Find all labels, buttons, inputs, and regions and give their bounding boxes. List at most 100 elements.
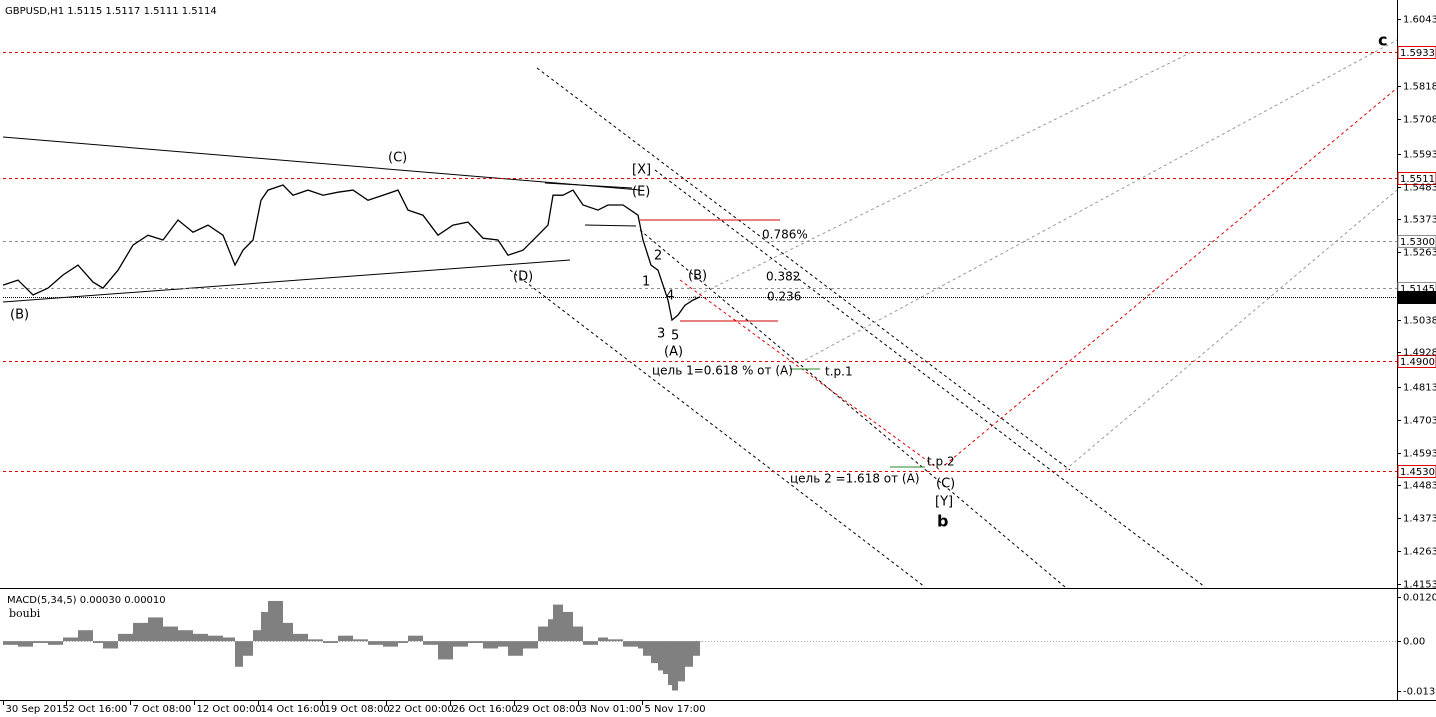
x-tick-label: 14 Oct 16:00 (261, 704, 326, 715)
level-label-box (1397, 465, 1436, 478)
x-tick-label: 3 Nov 01:00 (581, 704, 642, 715)
macd-bar (553, 604, 563, 642)
channel-line (654, 169, 1206, 588)
macd-bar (293, 633, 308, 642)
channel-line (804, 39, 1398, 361)
macd-bar (223, 637, 235, 642)
annotation: (C) (388, 151, 407, 166)
macd-bar (583, 641, 598, 645)
price-line (2, 184, 701, 322)
macd-bar (33, 641, 48, 643)
annotation: t.p.1 (825, 365, 853, 379)
channel-line (1064, 189, 1398, 471)
y-tick-label: 1.4373 (1403, 514, 1436, 525)
annotation: (A) (664, 345, 683, 360)
x-tick-label: 22 Oct 00:00 (389, 704, 454, 715)
macd-bar (538, 626, 548, 642)
y-tick-label: 0.01204 (1403, 593, 1436, 604)
annotation: 0.236 (767, 290, 801, 304)
y-tick-label: 1.4263 (1403, 547, 1436, 558)
macd-bar (453, 641, 468, 647)
macd-bar (638, 641, 643, 649)
annotation: 1 (642, 275, 650, 290)
macd-bar (283, 622, 293, 642)
macd-bar (623, 641, 638, 647)
annotation: [Y] (935, 495, 953, 510)
macd-bar (18, 641, 33, 647)
macd-bar (508, 641, 523, 656)
level-label: 1.5145 (1400, 284, 1435, 295)
annotation: (B) (688, 269, 707, 284)
macd-bar (668, 641, 672, 686)
macd-bar (423, 641, 438, 645)
macd-bar (693, 641, 700, 656)
annotation: 0.382 (766, 270, 800, 284)
y-tick-label: 1.4153 (1403, 580, 1436, 591)
y-tick-label: 0.00 (1403, 637, 1425, 648)
chart-title: GBPUSD,H1 1.5115 1.5117 1.5111 1.5114 (5, 6, 217, 17)
y-tick-label: 1.4813 (1403, 383, 1436, 394)
macd-bar (548, 619, 553, 642)
annotation: t.p.2 (927, 455, 955, 469)
macd-bar (163, 626, 178, 642)
macd-bar (598, 637, 608, 642)
annotation: c (1378, 31, 1387, 50)
channel-line (639, 229, 1066, 588)
annotation: (C) (936, 477, 955, 492)
macd-bar (353, 639, 368, 642)
macd-bar (235, 641, 243, 667)
trend-line (544, 182, 633, 189)
annotation: цель 2 =1.618 от (A) (790, 472, 920, 486)
macd-bar (663, 641, 668, 675)
macd-bar (651, 641, 658, 664)
x-tick-label: 29 Oct 08:00 (517, 704, 582, 715)
x-tick-label: 26 Oct 16:00 (453, 704, 518, 715)
y-tick-label: 1.5708 (1403, 115, 1436, 126)
macd-bar (93, 641, 103, 643)
y-tick-label: 1.4483 (1403, 481, 1436, 492)
y-tick-label: 1.6043 (1403, 15, 1436, 26)
macd-bar (408, 635, 423, 642)
level-label-box (1397, 355, 1436, 368)
macd-bar (643, 641, 651, 656)
macd-bar (308, 639, 323, 642)
macd-bar (253, 630, 261, 642)
annotation: (B) (10, 308, 29, 323)
x-tick-label: 30 Sep 2015 (6, 704, 69, 715)
trend-line (2, 136, 641, 191)
macd-bar (678, 641, 685, 682)
level-label-box (1397, 46, 1436, 59)
x-tick-label: 19 Oct 08:00 (325, 704, 390, 715)
macd-bar (658, 641, 663, 671)
macd-bar (498, 641, 508, 647)
macd-bar (608, 639, 623, 642)
macd-bar (193, 633, 208, 642)
y-tick-label: -0.01366 (1403, 687, 1436, 698)
annotation: 4 (666, 289, 674, 304)
macd-bar (563, 611, 573, 642)
level-label: 1.5114 (1400, 293, 1435, 304)
annotation: (D) (513, 270, 533, 285)
y-tick-label: 1.5373 (1403, 215, 1436, 226)
channel-line (944, 87, 1398, 466)
annotation: [X] (632, 163, 651, 178)
level-label-box (1397, 291, 1436, 304)
macd-bar (268, 600, 283, 642)
y-tick-label: 1.5593 (1403, 150, 1436, 161)
y-tick-label: 1.4928 (1403, 348, 1436, 359)
indicator-title: MACD(5,34,5) 0.00030 0.00010 (7, 595, 166, 606)
y-tick-label: 1.5818 (1403, 82, 1436, 93)
macd-bar (3, 641, 18, 645)
macd-bar (148, 617, 163, 642)
annotation: цель 1=0.618 % от (A) (652, 364, 793, 378)
macd-bar (178, 630, 193, 642)
macd-bar (685, 641, 693, 667)
macd-bar (78, 630, 93, 642)
level-label: 1.5300 (1400, 237, 1435, 248)
y-tick-label: 1.5038 (1403, 316, 1436, 327)
y-tick-label: 1.5263 (1403, 248, 1436, 259)
macd-bar (48, 641, 63, 645)
level-label: 1.4900 (1400, 357, 1435, 368)
